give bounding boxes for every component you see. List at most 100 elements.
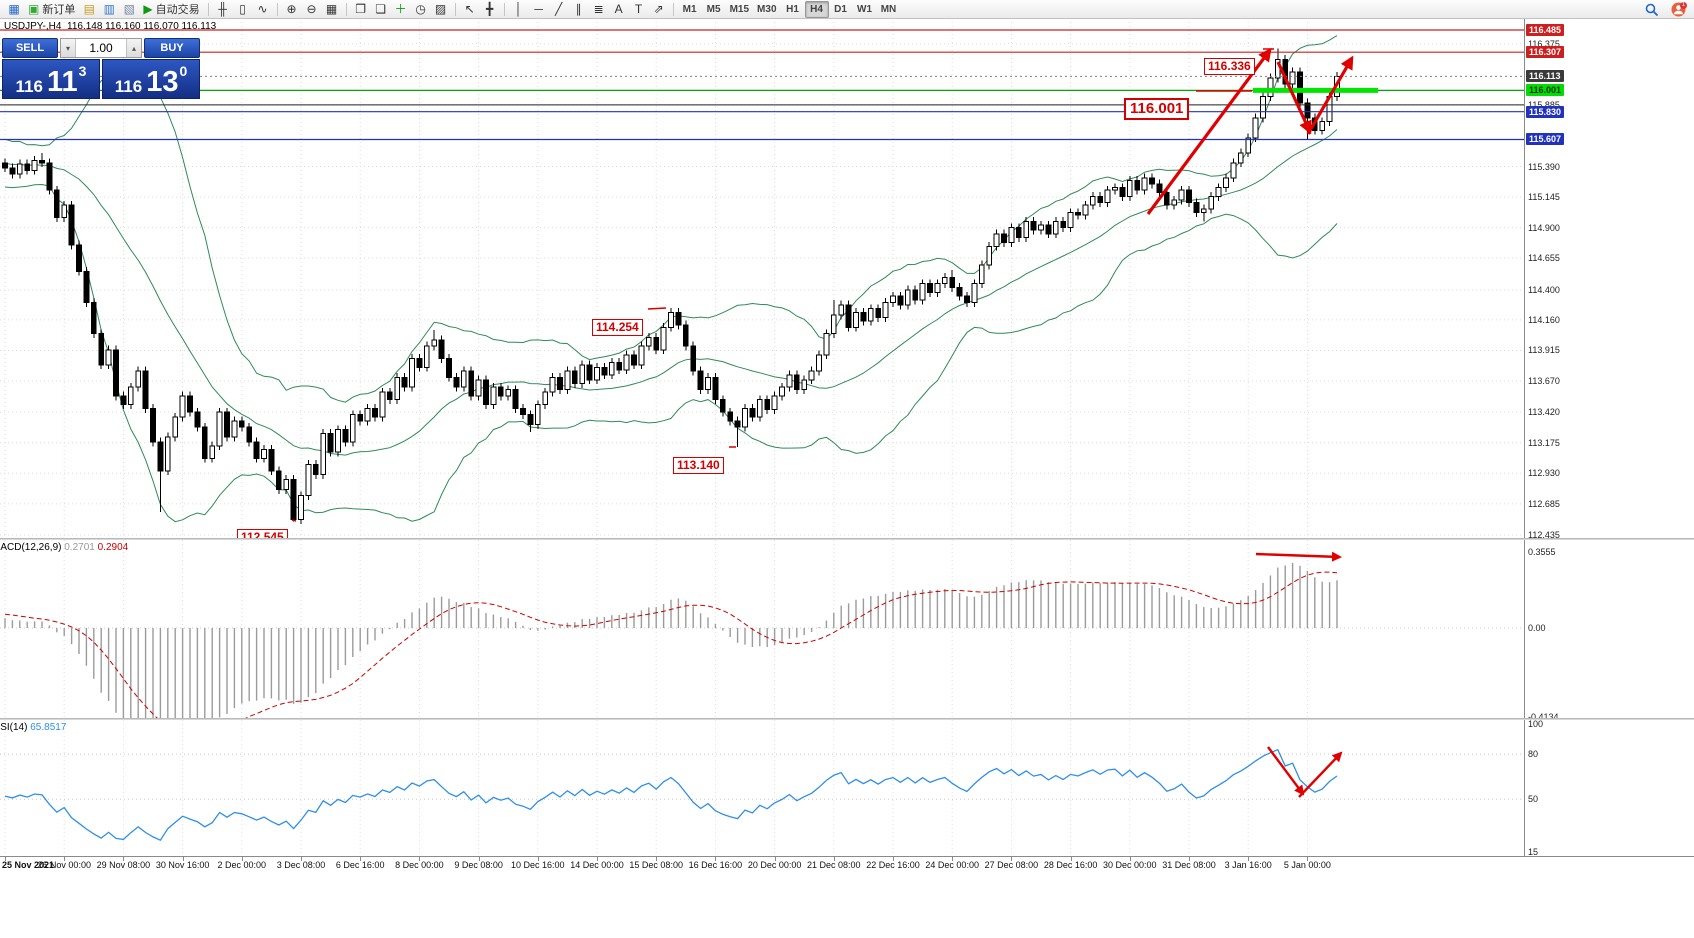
lot-size-value[interactable]: 1.00 xyxy=(89,41,113,55)
candlestick-chart[interactable] xyxy=(0,18,1524,538)
time-scale[interactable]: 25 Nov 2021 26 Nov 00:00 29 Nov 08:00 30 No… xyxy=(0,856,1694,938)
price-annotation-112.545[interactable]: 112.545 xyxy=(237,529,288,538)
toolbar: ▦ ▣ 新订单 ▤ ▥ ▧ ▶ 自动交易 ╫ ▯ ∿ ⊕ ⊖ ▦ ❐ ❏ ＋ ◷ ▨ ↖ ╋ │ ─ ╱ ∥ ≣ A T ⇗ M1 M5 M1… xyxy=(0,0,1694,19)
search-icon[interactable] xyxy=(1642,1,1662,18)
trendline-button[interactable]: ╱ xyxy=(549,1,569,18)
callout-tail xyxy=(291,519,297,522)
time-tick xyxy=(241,857,243,861)
horizontal-line-button[interactable]: ─ xyxy=(529,1,549,18)
timeframe-h4-button[interactable]: H4 xyxy=(804,0,829,18)
buy-price-point: 0 xyxy=(179,63,188,79)
profile-icon[interactable]: 1 xyxy=(1668,1,1688,18)
vertical-line-button[interactable]: │ xyxy=(509,1,529,18)
price-annotation-116.001[interactable]: 116.001 xyxy=(1124,98,1190,120)
timeframe-w1-button[interactable]: W1 xyxy=(853,1,877,18)
price-annotation-114.254[interactable]: 114.254 xyxy=(592,319,643,336)
timeframe-m1-button[interactable]: M1 xyxy=(678,1,702,18)
text-button[interactable]: A xyxy=(609,1,629,18)
time-tick xyxy=(597,857,598,861)
grid-button[interactable]: ▦ xyxy=(322,1,342,18)
macd-chart[interactable] xyxy=(0,540,1524,718)
bar-chart-button[interactable]: ╫ xyxy=(213,1,233,18)
price-chart-panel[interactable]: USDJPY-,H4 116.148 116.160 116.070 116.1… xyxy=(0,18,1524,538)
zoom-in-button[interactable]: ⊕ xyxy=(282,1,302,18)
price-scale[interactable]: 116.375 115.885 115.390 115.145 114.900 114.6… xyxy=(1524,18,1694,857)
lot-size-stepper[interactable]: ▾ 1.00 ▴ xyxy=(60,38,142,58)
arrows-button[interactable]: ⇗ xyxy=(649,1,669,18)
candlestick-chart-button[interactable]: ▯ xyxy=(233,1,253,18)
tile-windows-button[interactable]: ❐ xyxy=(351,1,371,18)
timeframe-d1-button[interactable]: D1 xyxy=(829,1,853,18)
panel-divider[interactable] xyxy=(0,718,1694,720)
timeframe-m15-button[interactable]: M15 xyxy=(726,1,753,18)
trend-arrow xyxy=(1146,47,1272,215)
timeframe-h1-button[interactable]: H1 xyxy=(781,1,805,18)
channel-icon: ∥ xyxy=(575,2,582,16)
data-window-icon: ▥ xyxy=(103,2,116,16)
scale-label-0.3555: 0.3555 xyxy=(1528,546,1556,557)
time-label: 16 Dec 16:00 xyxy=(688,860,743,870)
text-icon: A xyxy=(614,2,623,16)
navigator-button[interactable]: ▧ xyxy=(119,1,139,18)
cascade-windows-button[interactable]: ❏ xyxy=(371,1,391,18)
timeframe-m5-button[interactable]: M5 xyxy=(702,1,726,18)
time-label: 30 Nov 16:00 xyxy=(155,860,210,870)
rsi-indicator-panel[interactable]: RSI(14) 65.8517 xyxy=(0,720,1524,856)
buy-button[interactable]: BUY xyxy=(144,38,200,58)
templates-button[interactable]: ▨ xyxy=(431,1,451,18)
new-order-button[interactable]: ▣ 新订单 xyxy=(24,1,79,18)
bar-chart-icon: ╫ xyxy=(218,2,227,16)
auto-trading-button[interactable]: ▶ 自动交易 xyxy=(139,1,203,18)
scale-label-113.420: 113.420 xyxy=(1528,407,1560,418)
channel-button[interactable]: ∥ xyxy=(569,1,589,18)
line-chart-button[interactable]: ∿ xyxy=(253,1,273,18)
crosshair-button[interactable]: ╋ xyxy=(480,1,500,18)
auto-trading-button-label: 自动交易 xyxy=(155,4,200,16)
panel-divider[interactable] xyxy=(0,538,1694,540)
navigator-icon: ▧ xyxy=(123,2,136,16)
timeframe-m30-button[interactable]: M30 xyxy=(753,1,780,18)
horizontal-line-icon: ─ xyxy=(534,2,543,16)
label-button[interactable]: T xyxy=(629,1,649,18)
macd-indicator-panel[interactable]: MACD(12,26,9) 0.2701 0.2904 xyxy=(0,540,1524,718)
sell-price-pips: 11 xyxy=(46,66,78,99)
time-tick xyxy=(1189,857,1190,861)
zoom-out-button[interactable]: ⊖ xyxy=(302,1,322,18)
scale-label-113.915: 113.915 xyxy=(1528,345,1560,356)
rsi-indicator-label: RSI(14) 65.8517 xyxy=(0,722,66,733)
fibonacci-button[interactable]: ≣ xyxy=(589,1,609,18)
scale-label-112.435: 112.435 xyxy=(1528,529,1560,540)
candlestick-chart-icon: ▯ xyxy=(239,2,246,16)
price-badge-116.113: 116.113 xyxy=(1526,70,1564,83)
time-label: 15 Dec 08:00 xyxy=(629,860,683,870)
sell-price-button[interactable]: 116 11 3 xyxy=(2,59,100,99)
rsi-chart[interactable] xyxy=(0,720,1524,856)
timeframe-mn-button[interactable]: MN xyxy=(877,1,901,18)
indicators-button[interactable]: ＋ xyxy=(391,1,411,18)
cursor-button[interactable]: ↖ xyxy=(460,1,480,18)
lot-increase-button[interactable]: ▴ xyxy=(126,39,141,57)
app-icon[interactable]: ▦ xyxy=(4,1,24,18)
time-tick xyxy=(478,857,480,861)
period-button[interactable]: ◷ xyxy=(411,1,431,18)
scale-label-114.160: 114.160 xyxy=(1528,314,1560,325)
time-label: 3 Dec 08:00 xyxy=(276,860,326,870)
price-annotation-116.336[interactable]: 116.336 xyxy=(1204,58,1255,75)
symbol-period-label: USDJPY-,H4 xyxy=(4,21,62,32)
time-tick xyxy=(419,857,421,861)
arrows-icon: ⇗ xyxy=(653,2,664,16)
sell-price-point: 3 xyxy=(78,63,87,79)
time-tick xyxy=(64,857,66,861)
scale-label-116.375: 116.375 xyxy=(1528,38,1560,49)
toolbar-separator xyxy=(207,2,209,16)
data-window-button[interactable]: ▥ xyxy=(99,1,119,18)
buy-price-button[interactable]: 116 13 0 xyxy=(102,59,200,99)
market-watch-button[interactable]: ▤ xyxy=(79,1,99,18)
price-annotation-113.140[interactable]: 113.140 xyxy=(673,457,724,474)
trendline-icon: ╱ xyxy=(554,2,563,16)
time-label: 10 Dec 16:00 xyxy=(511,860,565,870)
time-label: 22 Dec 16:00 xyxy=(866,860,920,870)
sell-button[interactable]: SELL xyxy=(2,38,58,58)
zoom-out-icon: ⊖ xyxy=(306,2,317,16)
lot-decrease-button[interactable]: ▾ xyxy=(61,39,76,57)
